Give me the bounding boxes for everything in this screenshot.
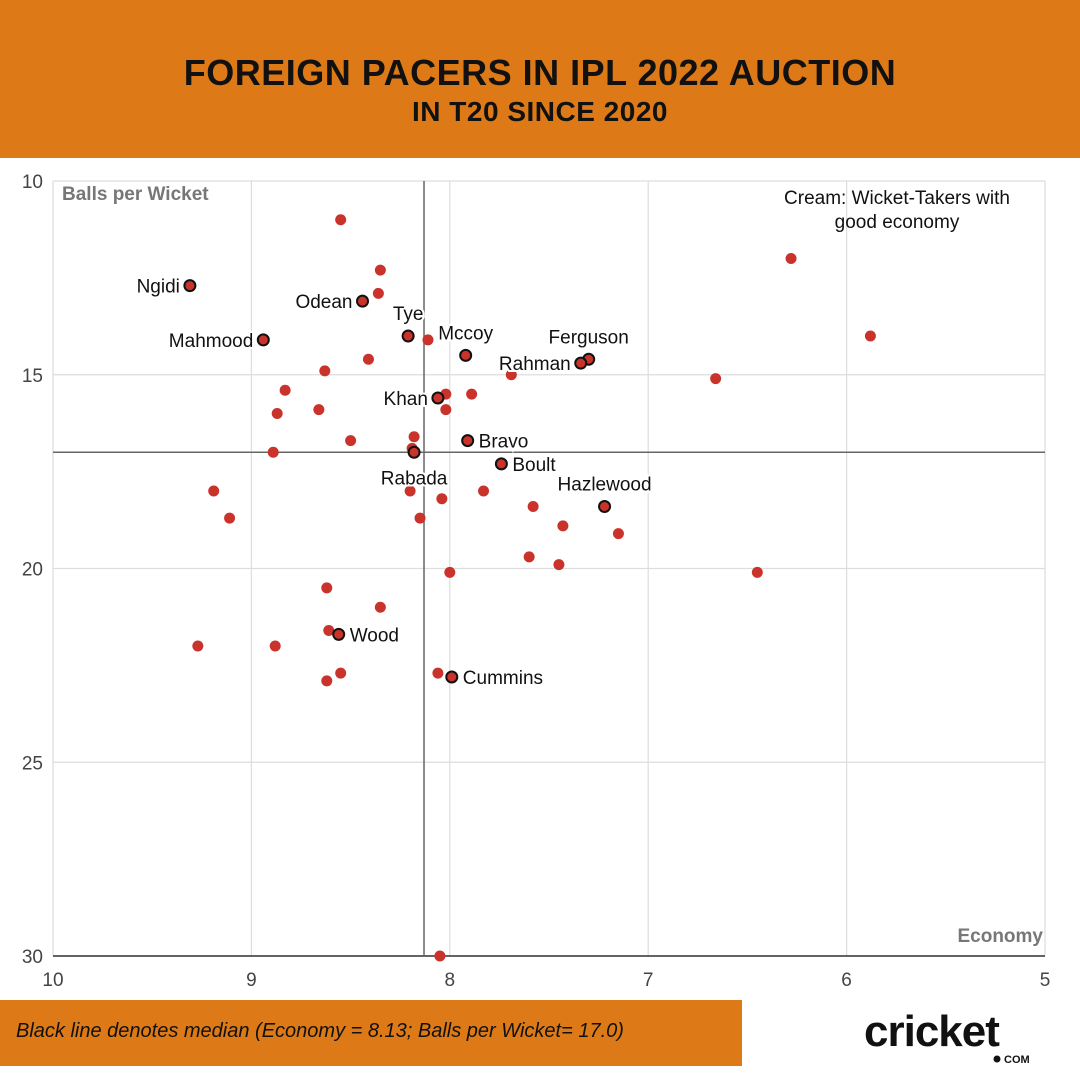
data-point [208,485,220,497]
data-point [372,287,384,299]
data-point [269,640,281,652]
player-label: Tye [393,304,424,325]
player-point [494,457,508,471]
y-tick-label: 30 [22,947,43,968]
logo-com: COM [1004,1054,1030,1064]
median-note: Black line denotes median (Economy = 8.1… [0,1000,742,1066]
data-point [374,601,386,613]
data-point [444,566,456,578]
player-label: Rahman [499,354,571,375]
player-label: Boult [512,455,556,476]
player-label: Mccoy [438,323,493,344]
y-tick-label: 25 [22,753,43,774]
player-point [598,500,612,513]
data-point [527,501,539,512]
x-tick-label: 6 [841,970,852,991]
player-point [183,279,197,293]
x-axis-label: Economy [957,926,1043,947]
x-tick-label: 9 [246,970,257,991]
data-point [404,485,416,497]
data-point [710,373,722,385]
data-point [345,435,357,447]
player-point [407,445,421,459]
cricket-com-logo: cricket COM [864,1008,1030,1064]
data-point [751,566,763,578]
data-point [408,431,420,443]
data-point [612,528,624,540]
logo-wordmark: cricket [864,1008,1000,1056]
player-label: Wood [350,625,399,646]
data-point [374,264,386,276]
player-label: Ngidi [137,277,180,298]
player-label: Rabada [381,468,448,489]
player-label: Khan [384,389,428,410]
data-point [192,640,204,652]
x-tick-label: 8 [445,970,456,991]
data-point [267,446,279,458]
data-point [785,253,797,264]
x-tick-label: 10 [42,970,63,991]
player-point [332,627,346,641]
player-label: Odean [295,292,352,313]
data-point [224,512,236,524]
data-point [432,667,444,679]
player-label: Mahmood [169,331,254,352]
data-point [362,353,374,365]
y-axis-label: Balls per Wicket [62,184,209,205]
data-point [478,485,490,497]
data-point [553,559,565,571]
player-point [431,391,445,405]
player-label: Bravo [479,432,529,453]
player-point [461,434,475,448]
data-point [864,330,876,342]
chart-title: FOREIGN PACERS IN IPL 2022 AUCTION [183,52,897,93]
data-point [523,551,535,563]
data-point [466,388,478,400]
y-tick-label: 20 [22,560,43,581]
data-point [323,625,335,636]
median-lines [53,181,1045,956]
data-point [321,582,333,594]
data-point [422,334,434,346]
data-points [192,214,876,962]
y-tick-label: 10 [22,172,43,193]
logo-dot [993,1055,1001,1063]
player-label: Ferguson [549,327,629,348]
data-point [335,667,347,679]
data-point [505,369,517,381]
data-point [440,404,452,416]
x-tick-label: 7 [643,970,654,991]
player-point [256,333,270,347]
player-point [401,329,415,343]
data-point [321,675,333,687]
data-point [434,950,446,962]
data-point [271,408,283,419]
player-point [574,356,588,370]
data-point [335,214,347,226]
player-point [459,348,473,362]
highlighted-points: Ngidi Odean Tye Mahmood Mccoy Ferguson Rahman K… [135,275,654,691]
data-point [313,404,325,416]
player-label: Cummins [463,668,543,689]
data-point [279,384,291,396]
y-tick-label: 15 [22,366,43,387]
tick-labels: 10 9 8 7 6 5 10 15 20 25 30 [22,172,1050,991]
player-point [356,294,370,308]
data-point [557,520,569,532]
x-tick-label: 5 [1040,970,1051,991]
header-banner: FOREIGN PACERS IN IPL 2022 AUCTION IN T2… [0,0,1080,158]
data-point [414,512,426,524]
player-label: Hazlewood [558,475,652,496]
data-point [436,493,448,505]
data-point [319,365,331,377]
player-point [445,670,459,684]
grid-lines [52,180,1046,957]
chart-subtitle: IN T20 SINCE 2020 [412,96,668,127]
quadrant-annotation: Cream: Wicket-Takers with good economy [784,188,1010,233]
scatter-chart: 10 9 8 7 6 5 10 15 20 25 30 Ngidi Odean Tye Mahmood Mc… [22,172,1050,991]
